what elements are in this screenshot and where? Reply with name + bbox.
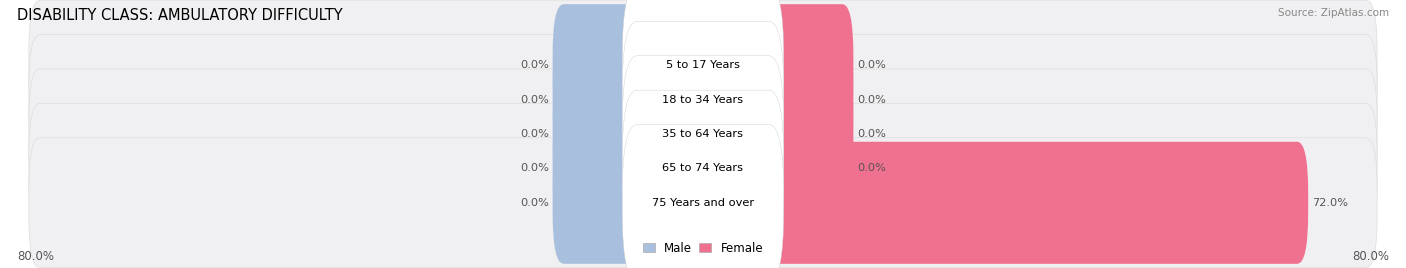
- FancyBboxPatch shape: [553, 39, 648, 161]
- Text: 80.0%: 80.0%: [17, 250, 53, 263]
- FancyBboxPatch shape: [758, 142, 1308, 264]
- Text: 0.0%: 0.0%: [520, 198, 548, 208]
- Text: Source: ZipAtlas.com: Source: ZipAtlas.com: [1278, 8, 1389, 18]
- FancyBboxPatch shape: [623, 56, 783, 212]
- FancyBboxPatch shape: [553, 4, 648, 126]
- Legend: Male, Female: Male, Female: [638, 237, 768, 259]
- FancyBboxPatch shape: [623, 125, 783, 268]
- Text: 0.0%: 0.0%: [520, 60, 548, 70]
- Text: 18 to 34 Years: 18 to 34 Years: [662, 95, 744, 105]
- FancyBboxPatch shape: [553, 107, 648, 229]
- FancyBboxPatch shape: [623, 0, 783, 143]
- Text: 0.0%: 0.0%: [858, 129, 886, 139]
- Text: 72.0%: 72.0%: [1312, 198, 1348, 208]
- Text: 75 Years and over: 75 Years and over: [652, 198, 754, 208]
- FancyBboxPatch shape: [623, 21, 783, 178]
- Text: 65 to 74 Years: 65 to 74 Years: [662, 163, 744, 173]
- FancyBboxPatch shape: [30, 138, 1376, 268]
- Text: 80.0%: 80.0%: [1353, 250, 1389, 263]
- Text: 5 to 17 Years: 5 to 17 Years: [666, 60, 740, 70]
- Text: 0.0%: 0.0%: [520, 95, 548, 105]
- FancyBboxPatch shape: [30, 0, 1376, 130]
- FancyBboxPatch shape: [758, 4, 853, 126]
- FancyBboxPatch shape: [758, 107, 853, 229]
- Text: 0.0%: 0.0%: [858, 163, 886, 173]
- FancyBboxPatch shape: [30, 35, 1376, 165]
- Text: DISABILITY CLASS: AMBULATORY DIFFICULTY: DISABILITY CLASS: AMBULATORY DIFFICULTY: [17, 8, 343, 23]
- FancyBboxPatch shape: [758, 73, 853, 195]
- FancyBboxPatch shape: [623, 90, 783, 247]
- FancyBboxPatch shape: [758, 39, 853, 161]
- Text: 0.0%: 0.0%: [858, 95, 886, 105]
- Text: 35 to 64 Years: 35 to 64 Years: [662, 129, 744, 139]
- FancyBboxPatch shape: [30, 69, 1376, 199]
- FancyBboxPatch shape: [553, 142, 648, 264]
- FancyBboxPatch shape: [553, 73, 648, 195]
- Text: 0.0%: 0.0%: [520, 129, 548, 139]
- Text: 0.0%: 0.0%: [520, 163, 548, 173]
- Text: 0.0%: 0.0%: [858, 60, 886, 70]
- FancyBboxPatch shape: [30, 103, 1376, 233]
